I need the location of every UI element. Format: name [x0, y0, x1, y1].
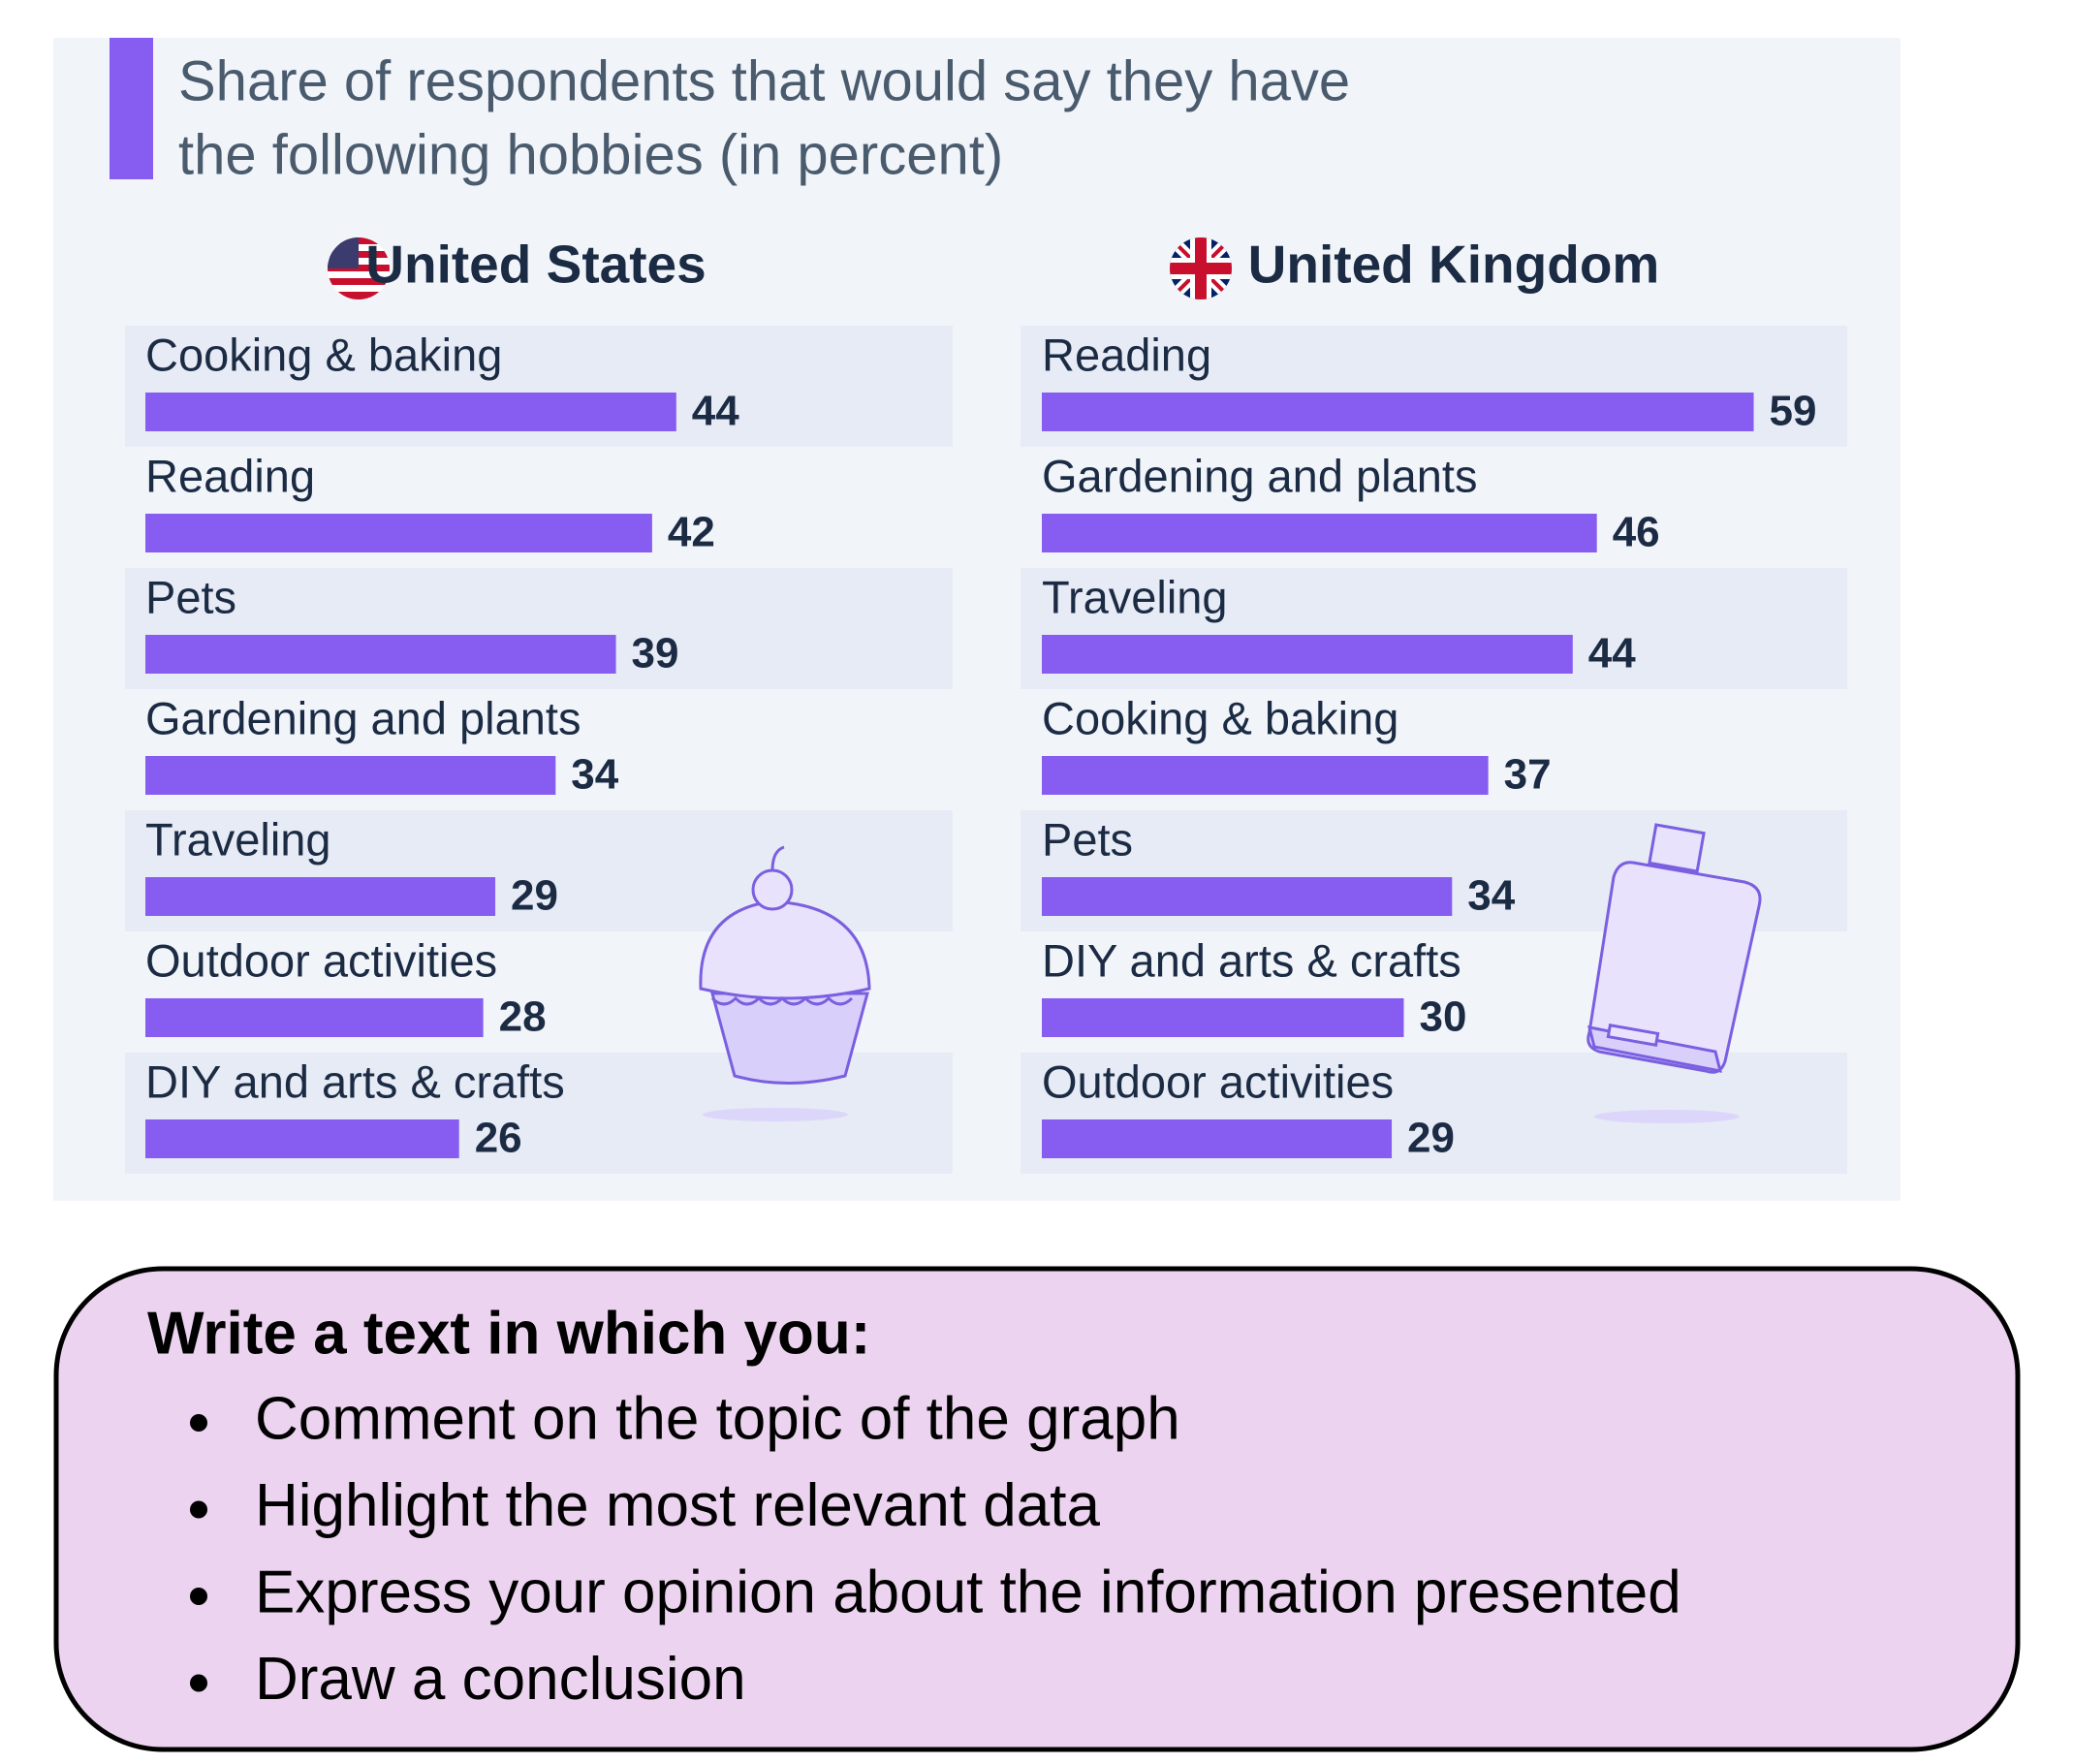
value-label: 28	[499, 993, 547, 1041]
value-label: 59	[1770, 388, 1817, 435]
value-label: 29	[1407, 1115, 1455, 1162]
category-label: DIY and arts & crafts	[1042, 934, 1461, 986]
chart-title: Share of respondents that would say they…	[178, 49, 1350, 112]
panel-title: United Kingdom	[1248, 235, 1660, 295]
category-label: Reading	[1042, 329, 1211, 380]
bar	[145, 756, 556, 795]
uk-flag	[1170, 237, 1232, 299]
bar	[1042, 877, 1453, 916]
category-label: Gardening and plants	[145, 692, 581, 743]
bar	[1042, 1119, 1393, 1158]
bar	[145, 998, 484, 1037]
value-label: 44	[692, 388, 739, 435]
value-label: 34	[571, 751, 618, 799]
category-label: Traveling	[145, 813, 331, 865]
value-label: 42	[668, 509, 715, 556]
category-label: Cooking & baking	[1042, 692, 1398, 743]
panel-title: United States	[365, 235, 706, 295]
bar	[145, 877, 496, 916]
task-list: Comment on the topic of the graph Highlig…	[190, 1385, 1681, 1713]
value-label: 39	[632, 630, 679, 677]
value-label: 26	[475, 1115, 522, 1162]
bar	[1042, 635, 1573, 674]
bar	[1042, 514, 1597, 552]
task-heading: Write a text in which you:	[147, 1300, 870, 1367]
value-label: 46	[1613, 509, 1660, 556]
title-accent	[110, 38, 153, 179]
bar	[1042, 393, 1754, 431]
us-flag	[328, 237, 390, 299]
luggage-illustration	[1586, 823, 1762, 1123]
category-label: DIY and arts & crafts	[145, 1055, 565, 1107]
bar	[145, 635, 616, 674]
value-label: 34	[1467, 872, 1515, 920]
category-label: Outdoor activities	[1042, 1055, 1394, 1107]
bullet	[190, 1588, 207, 1605]
value-label: 37	[1504, 751, 1552, 799]
task-item: Draw a conclusion	[255, 1646, 746, 1713]
category-label: Gardening and plants	[1042, 450, 1477, 501]
task-item: Comment on the topic of the graph	[255, 1385, 1180, 1452]
chart-title: the following hobbies (in percent)	[178, 123, 1003, 186]
cupcake-illustration	[699, 845, 871, 1121]
value-label: 44	[1588, 630, 1636, 677]
value-label: 30	[1420, 993, 1467, 1041]
category-label: Cooking & baking	[145, 329, 502, 380]
category-label: Pets	[145, 571, 236, 622]
bar	[145, 1119, 459, 1158]
task-item: Highlight the most relevant data	[255, 1472, 1100, 1539]
category-label: Pets	[1042, 813, 1133, 865]
category-label: Outdoor activities	[145, 934, 497, 986]
task-item: Express your opinion about the informati…	[255, 1559, 1681, 1625]
bar	[1042, 756, 1489, 795]
category-label: Reading	[145, 450, 315, 501]
bar	[1042, 998, 1404, 1037]
bar	[145, 514, 652, 552]
task-box	[53, 1266, 2021, 1752]
bar	[145, 393, 676, 431]
value-label: 29	[511, 872, 558, 920]
bullet	[190, 1500, 207, 1519]
bullet	[190, 1674, 207, 1692]
bullet	[190, 1414, 207, 1432]
category-label: Traveling	[1042, 571, 1228, 622]
